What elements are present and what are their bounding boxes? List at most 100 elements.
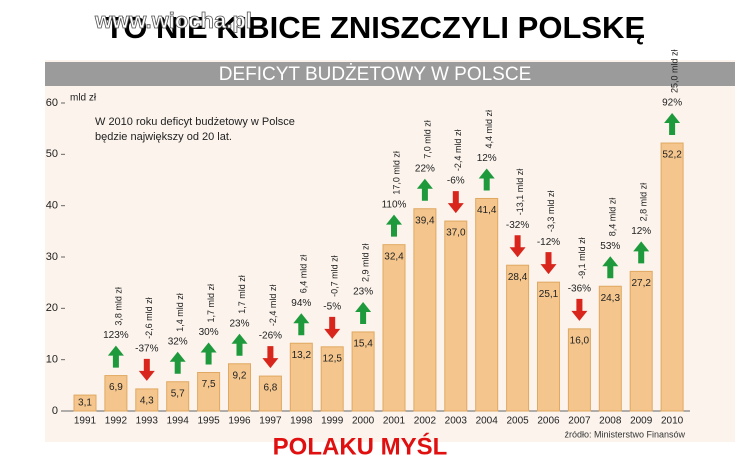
value-label: 6,9: [109, 382, 123, 393]
x-tick-label: 2006: [537, 416, 560, 427]
bar: [351, 331, 375, 412]
value-label: 41,4: [477, 205, 497, 216]
arrow-down: [138, 358, 155, 381]
bar: [475, 197, 499, 412]
arrow-down: [540, 252, 557, 275]
page-title: TO NIE KIBICE ZNISZCZYLI POLSKĘ: [105, 10, 645, 45]
y-tick-label: 0: [52, 405, 58, 417]
x-tick-label: 2007: [568, 416, 591, 427]
value-label: 5,7: [171, 388, 185, 399]
x-tick-label: 1991: [74, 416, 97, 427]
value-label: 24,3: [601, 293, 621, 304]
change-label: 2,9 mld zł: [360, 243, 370, 282]
percent-label: 22%: [415, 163, 435, 174]
change-label: 1,7 mld zł: [237, 275, 247, 314]
bar: [506, 264, 530, 412]
value-label: 39,4: [415, 215, 435, 226]
percent-label: -36%: [568, 284, 591, 295]
percent-label: 53%: [600, 241, 620, 252]
percent-label: 123%: [103, 330, 129, 341]
x-tick-label: 1994: [167, 416, 190, 427]
arrow-up: [633, 241, 650, 264]
percent-label: -37%: [135, 344, 158, 355]
change-label: 8,4 mld zł: [608, 198, 618, 237]
change-label: 4,4 mld zł: [484, 110, 494, 149]
percent-label: 110%: [382, 199, 407, 210]
x-tick-label: 1992: [105, 416, 128, 427]
change-label: -9,1 mld zł: [577, 237, 587, 279]
note: W 2010 roku deficyt budżetowy w Polsce: [95, 116, 295, 128]
x-tick-label: 2010: [661, 416, 684, 427]
arrow-down: [447, 191, 464, 214]
change-label: 25,0 mld zł: [669, 50, 679, 94]
bar: [382, 244, 406, 412]
change-label: -0,7 mld zł: [330, 255, 340, 297]
value-label: 13,2: [292, 350, 312, 361]
bar: [660, 142, 684, 412]
bar: [289, 342, 313, 412]
value-label: 28,4: [508, 272, 528, 283]
y-tick-label: 60: [46, 97, 58, 109]
change-label: -3,3 mld zł: [546, 191, 556, 233]
bar: [537, 281, 560, 412]
arrow-down: [509, 235, 526, 258]
x-tick-label: 2008: [599, 416, 622, 427]
bar: [104, 375, 128, 412]
change-label: 1,4 mld zł: [175, 293, 185, 332]
percent-label: -26%: [259, 331, 282, 342]
arrow-up: [355, 301, 372, 324]
change-label: -2,4 mld zł: [268, 285, 278, 327]
x-tick-label: 2005: [506, 416, 529, 427]
value-label: 3,1: [78, 398, 92, 409]
value-label: 12,5: [322, 353, 342, 364]
percent-label: 30%: [199, 327, 219, 338]
bar: [598, 285, 622, 412]
value-label: 52,2: [662, 150, 682, 161]
y-tick-label: 40: [46, 200, 58, 212]
change-label: 17,0 mld zł: [391, 151, 401, 195]
change-label: 2,8 mld zł: [639, 183, 649, 222]
arrow-up: [664, 113, 681, 136]
arrow-down: [324, 316, 341, 339]
change-label: -13,1 mld zł: [515, 169, 525, 216]
x-tick-label: 1995: [197, 416, 220, 427]
value-label: 37,0: [446, 228, 466, 239]
arrow-up: [169, 351, 186, 374]
value-label: 9,2: [233, 370, 247, 381]
arrow-up: [200, 342, 217, 365]
percent-label: -5%: [323, 301, 341, 312]
value-label: 16,0: [570, 336, 590, 347]
percent-label: 94%: [291, 298, 311, 309]
percent-label: 23%: [353, 287, 373, 298]
value-label: 32,4: [384, 251, 404, 262]
bar: [228, 363, 251, 412]
arrow-up: [293, 313, 310, 336]
note: będzie największy od 20 lat.: [95, 131, 232, 143]
x-tick-label: 2000: [352, 416, 375, 427]
arrow-down: [262, 346, 279, 369]
percent-label: 32%: [168, 336, 188, 347]
title-banner: [45, 62, 735, 86]
bar: [413, 208, 437, 412]
arrow-up: [478, 168, 495, 191]
percent-label: 92%: [662, 98, 682, 109]
value-label: 7,5: [202, 379, 216, 390]
change-label: 7,0 mld zł: [422, 120, 432, 159]
y-tick-label: 10: [46, 354, 58, 366]
x-tick-label: 1999: [321, 416, 344, 427]
bar: [629, 270, 653, 412]
value-label: 25,1: [539, 289, 559, 300]
value-label: 15,4: [353, 339, 373, 350]
percent-label: -12%: [537, 237, 560, 248]
bar: [166, 381, 190, 412]
x-tick-label: 1993: [136, 416, 159, 427]
bar: [258, 375, 282, 412]
change-label: -2,6 mld zł: [144, 297, 154, 339]
bar: [567, 328, 591, 412]
change-label: 6,4 mld zł: [299, 255, 309, 294]
y-axis-label: mld zł: [70, 93, 97, 104]
y-tick-label: 20: [46, 302, 58, 314]
x-tick-label: 1996: [228, 416, 251, 427]
slogan: POLAKU MYŚL: [273, 432, 448, 460]
